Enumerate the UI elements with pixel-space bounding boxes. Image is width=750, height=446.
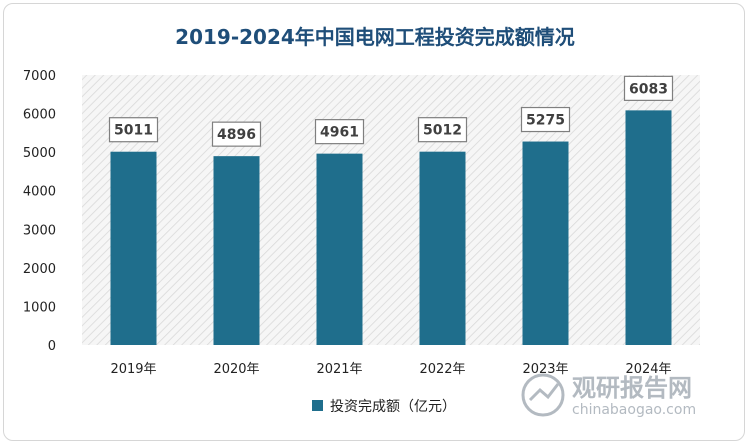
data-label: 4961 bbox=[320, 125, 359, 141]
data-label: 5011 bbox=[114, 123, 153, 139]
bar bbox=[625, 110, 672, 346]
chart-title: 2019-2024年中国电网工程投资完成额情况 bbox=[175, 25, 575, 49]
data-label-box bbox=[520, 106, 571, 133]
legend-label: 投资完成额（亿元） bbox=[330, 399, 456, 415]
y-tick-label: 5000 bbox=[23, 146, 56, 161]
y-tick-label: 7000 bbox=[23, 69, 56, 84]
bar bbox=[213, 156, 260, 345]
legend: 投资完成额（亿元） bbox=[312, 399, 456, 415]
data-labels: 5011 4896 4961 5012 5275 6083 bbox=[108, 75, 674, 147]
y-tick-label: 2000 bbox=[23, 262, 56, 277]
data-label: 4896 bbox=[217, 127, 256, 143]
watermark-text: 观研报告网 bbox=[572, 374, 692, 402]
x-tick-label: 2019年 bbox=[110, 362, 156, 377]
x-tick-label: 2024年 bbox=[625, 362, 671, 377]
data-label: 5275 bbox=[526, 113, 565, 129]
y-axis: 0 1000 2000 3000 4000 5000 6000 7000 bbox=[23, 69, 56, 354]
bar bbox=[316, 153, 363, 345]
y-tick-label: 4000 bbox=[23, 185, 56, 200]
y-tick-label: 3000 bbox=[23, 223, 56, 238]
data-label-box bbox=[417, 117, 468, 143]
watermark-url: chinabaogao.com bbox=[572, 402, 696, 418]
data-label-box bbox=[108, 117, 159, 143]
x-tick-label: 2020年 bbox=[213, 362, 259, 377]
data-label: 5012 bbox=[423, 123, 462, 139]
bar-series bbox=[110, 110, 672, 346]
y-tick-label: 6000 bbox=[23, 108, 56, 123]
y-tick-label: 1000 bbox=[23, 300, 56, 315]
bar bbox=[522, 141, 569, 345]
data-label: 6083 bbox=[629, 81, 668, 97]
data-label-box bbox=[623, 75, 674, 101]
data-label-box bbox=[211, 121, 262, 147]
watermark-logo-icon bbox=[521, 373, 565, 417]
x-axis: 2019年 2020年 2021年 2022年 2023年 2024年 bbox=[110, 362, 671, 377]
legend-swatch bbox=[312, 400, 323, 411]
plot-area bbox=[82, 75, 700, 345]
y-tick-label: 0 bbox=[48, 339, 56, 354]
x-tick-label: 2022年 bbox=[419, 362, 465, 377]
bar bbox=[419, 151, 466, 345]
data-label-box bbox=[314, 119, 365, 145]
bar bbox=[110, 151, 157, 345]
x-tick-label: 2021年 bbox=[316, 362, 362, 377]
watermark: 观研报告网 chinabaogao.com bbox=[521, 373, 696, 418]
x-tick-label: 2023年 bbox=[522, 362, 568, 377]
